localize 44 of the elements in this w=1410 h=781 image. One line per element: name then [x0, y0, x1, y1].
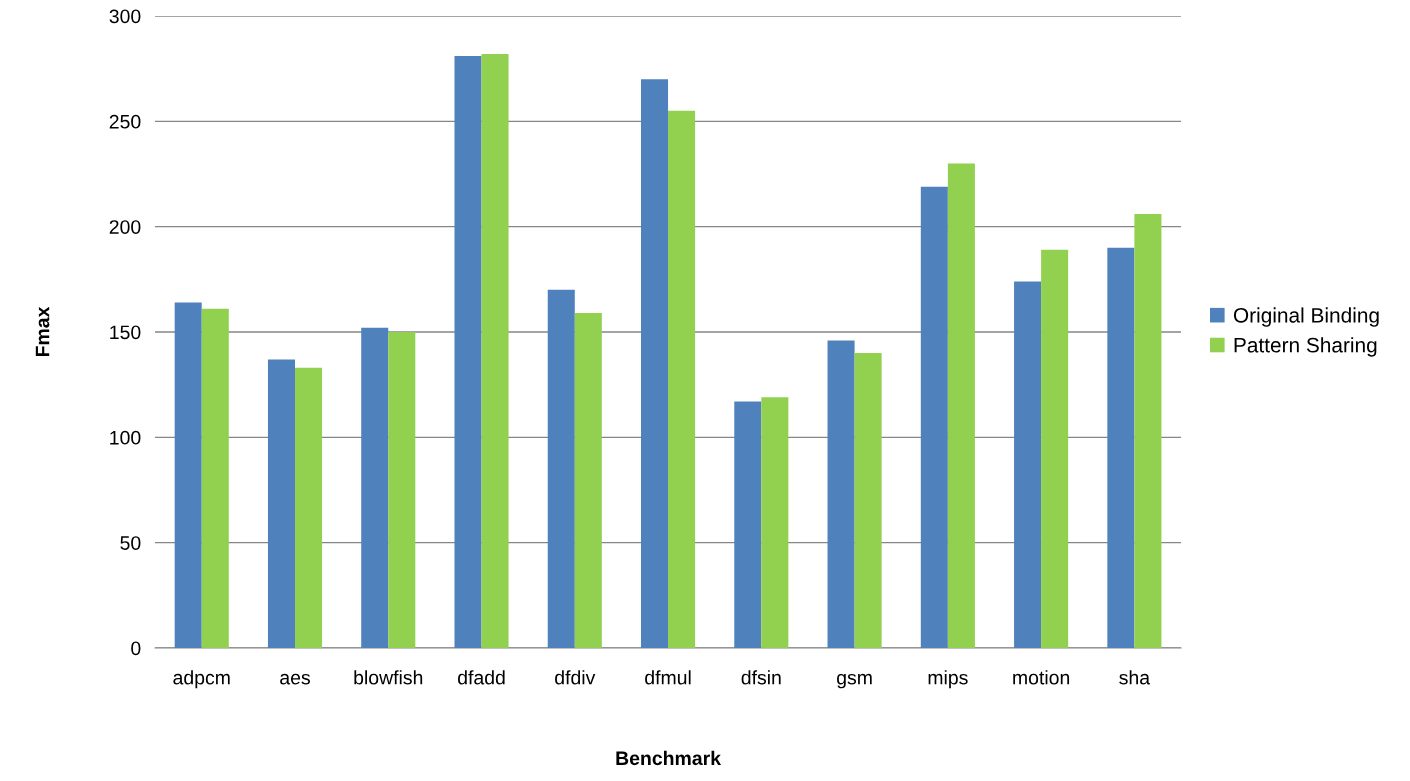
y-axis-title: Fmax — [35, 306, 50, 357]
bar — [361, 327, 389, 648]
bar — [547, 289, 575, 648]
bar — [174, 302, 202, 648]
y-tick-label: 100 — [110, 430, 141, 445]
bar — [1014, 281, 1042, 648]
x-tick-label: sha — [1119, 670, 1151, 685]
bar — [267, 359, 295, 648]
x-tick-label: adpcm — [173, 670, 230, 689]
bar — [1107, 247, 1135, 648]
x-tick-label: blowfish — [354, 670, 423, 685]
x-tick-label: motion — [1013, 670, 1070, 685]
bar — [481, 53, 509, 648]
x-tick-label: dfmul — [645, 670, 691, 685]
bar — [761, 397, 789, 648]
legend-label: Original Binding — [1233, 307, 1379, 327]
x-tick-label: dfdiv — [555, 670, 596, 685]
x-tick-label: gsm — [837, 673, 872, 689]
bar — [388, 332, 416, 648]
bar — [668, 110, 696, 648]
bar — [1041, 249, 1069, 648]
x-tick-label: mips — [928, 670, 968, 689]
bar — [1134, 214, 1162, 648]
bar — [947, 163, 975, 648]
x-tick-label: dfsin — [741, 670, 781, 685]
y-tick-label: 200 — [109, 220, 141, 234]
bar — [641, 79, 669, 648]
bar — [854, 353, 882, 648]
legend-label: Pattern Sharing — [1234, 337, 1377, 357]
bar — [920, 186, 948, 648]
x-axis-title: Benchmark — [616, 750, 722, 766]
bar — [295, 367, 323, 648]
bar — [734, 401, 762, 648]
y-tick-label: 150 — [110, 325, 141, 340]
y-tick-label: 0 — [131, 641, 141, 656]
y-tick-label: 50 — [120, 536, 141, 550]
x-tick-label: dfadd — [458, 670, 505, 685]
bar — [574, 313, 602, 648]
x-tick-label: aes — [280, 673, 310, 685]
bar — [827, 340, 855, 648]
y-tick-label: 250 — [109, 114, 141, 129]
y-tick-label: 300 — [109, 9, 141, 24]
bar — [454, 56, 482, 648]
bar — [201, 308, 229, 648]
